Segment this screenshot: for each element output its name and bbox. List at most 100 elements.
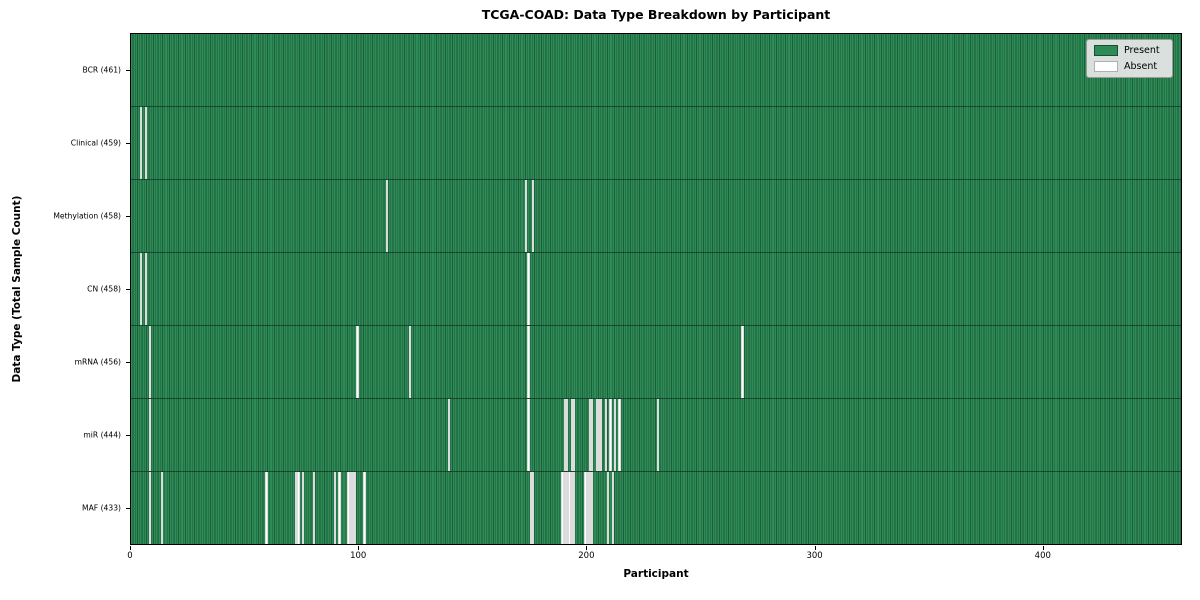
absent-stripe <box>600 399 603 471</box>
x-tick-mark <box>586 546 588 550</box>
y-tick-mark <box>126 435 130 437</box>
absent-stripe <box>561 472 564 544</box>
legend: Present Absent <box>1086 39 1173 78</box>
absent-stripe <box>140 253 143 325</box>
absent-stripe <box>338 472 341 544</box>
x-axis-label: Participant <box>623 568 689 580</box>
chart-title: TCGA-COAD: Data Type Breakdown by Partic… <box>481 7 831 22</box>
absent-stripe <box>144 253 147 325</box>
row-clinical <box>131 107 1181 180</box>
y-axis-label: Data Type (Total Sample Count) <box>11 195 23 383</box>
absent-stripe <box>349 472 352 544</box>
absent-stripe <box>347 472 350 544</box>
x-tick-mark <box>130 546 131 550</box>
absent-stripe <box>597 399 601 471</box>
absent-stripe <box>354 472 357 544</box>
absent-stripe <box>356 326 359 398</box>
absent-stripe <box>525 180 528 252</box>
absent-stripe <box>588 399 592 471</box>
absent-stripe <box>363 472 366 544</box>
absent-stripe <box>741 326 744 398</box>
absent-stripe <box>657 399 660 471</box>
absent-stripe <box>447 399 450 471</box>
absent-stripe <box>301 472 305 544</box>
absent-stripe <box>572 399 576 471</box>
y-tick-label-cn: CN (458) <box>87 284 121 294</box>
absent-stripe <box>160 472 163 544</box>
legend-label-absent: Absent <box>1124 61 1158 72</box>
y-tick-label-mrna: mRNA (456) <box>74 357 121 367</box>
absent-stripe <box>588 472 592 544</box>
absent-stripe <box>527 326 530 398</box>
absent-stripe <box>531 180 535 252</box>
absent-stripe <box>572 472 576 544</box>
row-mrna <box>131 326 1181 399</box>
absent-stripe <box>265 472 268 544</box>
absent-stripe <box>386 180 389 252</box>
absent-stripe <box>607 472 610 544</box>
absent-stripe <box>144 107 147 179</box>
absent-stripe <box>529 472 532 544</box>
absent-stripe <box>604 399 608 471</box>
absent-stripe <box>149 399 152 471</box>
absent-stripe <box>294 472 298 544</box>
row-methylation <box>131 180 1181 253</box>
x-tick-mark <box>1042 546 1044 550</box>
absent-stripe <box>609 399 612 471</box>
absent-stripe <box>351 472 355 544</box>
y-tick-label-methylation: Methylation (458) <box>53 211 121 221</box>
x-tick-label-200: 200 <box>578 551 595 561</box>
y-tick-label-clinical: Clinical (459) <box>70 138 121 148</box>
absent-stripe <box>613 399 617 471</box>
absent-stripe <box>584 472 587 544</box>
x-tick-label-300: 300 <box>806 551 823 561</box>
absent-stripe <box>333 472 336 544</box>
row-maf <box>131 472 1181 544</box>
y-tick-label-bcr: BCR (461) <box>82 65 122 75</box>
y-tick-mark <box>126 289 130 290</box>
x-tick-mark <box>358 546 360 550</box>
absent-stripe <box>568 472 571 544</box>
y-tick-mark <box>126 362 130 364</box>
x-tick-label-0: 0 <box>127 551 133 561</box>
row-bcr <box>131 34 1181 107</box>
y-tick-label-mir: miR (444) <box>83 430 121 440</box>
absent-stripe <box>297 472 300 544</box>
absent-stripe <box>611 472 614 544</box>
legend-label-present: Present <box>1124 45 1160 56</box>
y-tick-mark <box>126 142 130 144</box>
y-tick-mark <box>126 69 130 71</box>
plot-area <box>130 33 1182 545</box>
absent-stripe <box>566 472 569 544</box>
absent-stripe <box>595 399 598 471</box>
legend-swatch-present-icon <box>1094 45 1118 56</box>
x-tick-mark <box>814 546 816 550</box>
absent-stripe <box>527 253 530 325</box>
legend-swatch-absent-icon <box>1094 61 1118 72</box>
absent-stripe <box>149 472 152 544</box>
absent-stripe <box>408 326 412 398</box>
absent-stripe <box>140 107 143 179</box>
row-mir <box>131 399 1181 472</box>
row-cn <box>131 253 1181 326</box>
absent-stripe <box>313 472 316 544</box>
legend-item-absent: Absent <box>1094 61 1165 72</box>
absent-stripe <box>563 472 567 544</box>
absent-stripe <box>527 399 530 471</box>
absent-stripe <box>149 326 152 398</box>
absent-stripe <box>618 399 621 471</box>
absent-stripe <box>563 399 567 471</box>
y-tick-mark <box>126 508 130 510</box>
absent-stripe <box>570 399 573 471</box>
y-tick-label-maf: MAF (433) <box>82 503 121 513</box>
absent-stripe <box>570 472 573 544</box>
absent-stripe <box>586 472 589 544</box>
legend-item-present: Present <box>1094 45 1165 56</box>
x-tick-label-400: 400 <box>1034 551 1051 561</box>
x-tick-label-100: 100 <box>350 551 367 561</box>
absent-stripe <box>531 472 535 544</box>
absent-stripe <box>566 399 569 471</box>
absent-stripe <box>591 399 594 471</box>
y-tick-mark <box>126 215 130 217</box>
